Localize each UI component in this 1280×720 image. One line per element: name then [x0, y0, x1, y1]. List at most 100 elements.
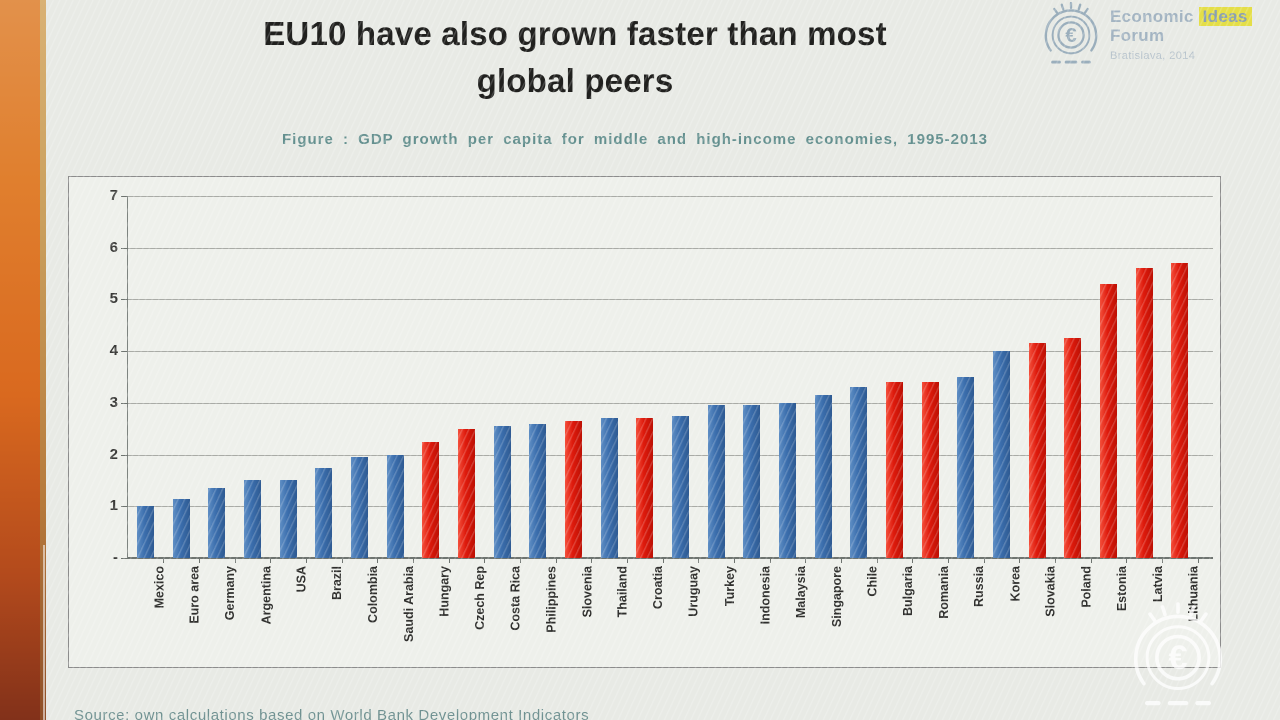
economic-ideas-forum-logo: € Economic Ideas Forum Bratislava, 2014 — [1040, 2, 1252, 66]
y-axis-label-1: 1 — [109, 497, 118, 515]
x-axis-label-croatia: Croatia — [651, 566, 666, 610]
svg-text:€: € — [1065, 25, 1076, 47]
bar-euro-area — [172, 498, 190, 558]
x-axis-label-argentina: Argentina — [259, 566, 274, 625]
x-axis-label-colombia: Colombia — [366, 566, 381, 623]
bar-costa-rica — [493, 426, 511, 558]
bar-turkey — [707, 405, 725, 558]
x-axis-label-philippines: Philippines — [544, 566, 559, 633]
gridline-y5 — [128, 299, 1213, 301]
x-axis-label-germany: Germany — [223, 566, 238, 621]
bar-korea — [993, 351, 1011, 558]
bar-hungary — [422, 441, 440, 558]
x-tick-3 — [234, 558, 236, 563]
x-axis-label-turkey: Turkey — [722, 566, 737, 607]
x-tick-19 — [805, 558, 807, 563]
slide-title-line1: EU10 have also grown faster than most — [263, 15, 887, 52]
y-tick-1 — [121, 506, 128, 508]
x-axis-label-korea: Korea — [1008, 566, 1023, 602]
x-tick-9 — [448, 558, 450, 563]
x-tick-7 — [377, 558, 379, 563]
slide-title-line2: global peers — [476, 62, 674, 99]
x-tick-12 — [555, 558, 557, 563]
x-axis-label-euro-area: Euro area — [187, 566, 202, 624]
bar-argentina — [244, 480, 261, 558]
x-axis-label-uruguay: Uruguay — [687, 566, 702, 617]
x-axis-label-hungary: Hungary — [437, 566, 452, 617]
bar-colombia — [351, 457, 369, 558]
x-tick-18 — [769, 558, 771, 563]
watermark-euro-circle-icon: € — [1126, 602, 1230, 715]
x-tick-21 — [876, 558, 878, 563]
logo-word-forum: Forum — [1110, 26, 1165, 45]
gridline-y2 — [128, 454, 1213, 456]
y-axis-label-0: - — [113, 549, 118, 566]
bar-russia — [957, 377, 975, 558]
x-axis-label-singapore: Singapore — [829, 566, 844, 628]
y-tick-7 — [121, 196, 128, 197]
slide-title: EU10 have also grown faster than most gl… — [140, 10, 1010, 104]
x-tick-23 — [948, 558, 950, 563]
x-tick-15 — [662, 558, 664, 563]
gridline-y7 — [128, 196, 1213, 197]
y-tick-3 — [121, 402, 128, 404]
bar-saudi-arabia — [386, 454, 404, 558]
x-tick-30 — [1197, 558, 1199, 563]
y-tick-2 — [121, 454, 128, 456]
gridline-y4 — [128, 351, 1213, 353]
euro-circle-icon: € — [1040, 2, 1102, 66]
x-axis-line — [128, 557, 1213, 559]
x-tick-6 — [341, 558, 343, 563]
x-tick-28 — [1126, 558, 1128, 563]
y-axis-label-5: 5 — [109, 290, 118, 308]
x-tick-17 — [734, 558, 736, 563]
svg-text:€: € — [1169, 639, 1188, 677]
x-tick-13 — [591, 558, 593, 563]
x-tick-8 — [413, 558, 415, 563]
bar-philippines — [529, 423, 547, 558]
y-tick-6 — [121, 247, 128, 249]
x-axis-label-poland: Poland — [1079, 566, 1094, 608]
bar-uruguay — [672, 415, 690, 558]
bar-slovakia — [1028, 343, 1046, 558]
source-note: Source: own calculations based on World … — [74, 707, 590, 720]
bar-poland — [1064, 338, 1082, 558]
slide-left-edge-highlight — [43, 545, 45, 720]
x-tick-16 — [698, 558, 700, 563]
x-axis-label-mexico: Mexico — [152, 566, 166, 609]
gridline-y3 — [128, 402, 1213, 404]
y-axis-label-7: 7 — [109, 187, 118, 204]
x-tick-22 — [912, 558, 914, 563]
bar-brazil — [315, 467, 333, 558]
x-tick-25 — [1019, 558, 1021, 563]
x-tick-20 — [841, 558, 843, 563]
x-tick-26 — [1055, 558, 1057, 563]
x-axis-label-brazil: Brazil — [330, 566, 345, 601]
x-tick-29 — [1162, 558, 1164, 563]
logo-line1: Economic Ideas — [1110, 7, 1252, 26]
x-tick-27 — [1090, 558, 1092, 563]
y-tick-5 — [121, 299, 128, 301]
x-axis-label-chile: Chile — [865, 566, 880, 597]
bar-indonesia — [743, 405, 761, 558]
x-axis-label-costa-rica: Costa Rica — [508, 566, 523, 631]
bar-czech-rep — [458, 428, 476, 558]
x-tick-14 — [627, 558, 629, 563]
bar-singapore — [814, 395, 832, 558]
bar-usa — [279, 480, 297, 558]
x-axis-label-russia: Russia — [972, 566, 987, 607]
logo-word-ideas-highlight: Ideas — [1198, 7, 1252, 26]
x-axis-label-usa: USA — [294, 566, 309, 593]
bar-mexico — [137, 506, 154, 558]
slide-left-accent-edge — [40, 0, 46, 720]
bar-slovenia — [565, 420, 583, 558]
x-axis-label-thailand: Thailand — [615, 566, 630, 618]
y-tick-4 — [121, 351, 128, 353]
y-axis-label-3: 3 — [109, 393, 118, 411]
x-axis-label-indonesia: Indonesia — [758, 566, 773, 625]
x-axis-label-saudi-arabia: Saudi Arabia — [401, 566, 416, 642]
slide-left-accent-strip — [0, 0, 40, 720]
bar-chile — [850, 387, 868, 558]
logo-location-year: Bratislava, 2014 — [1110, 50, 1196, 62]
bar-bulgaria — [886, 382, 904, 558]
